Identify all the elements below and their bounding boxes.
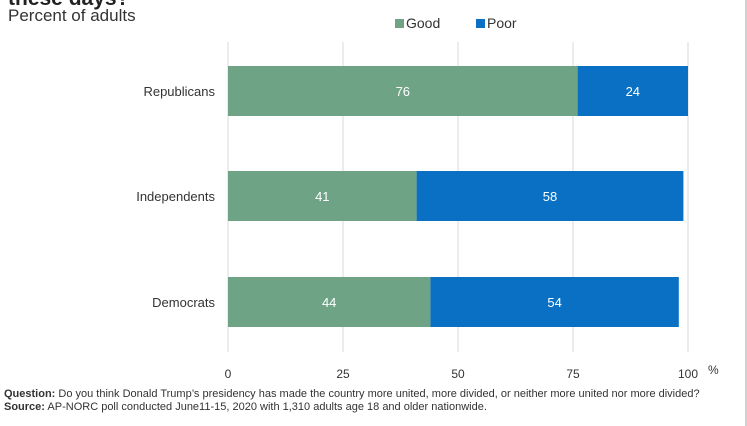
legend-label-good: Good — [406, 15, 440, 31]
bar-value-label: 54 — [547, 295, 561, 310]
legend-swatch-good — [395, 19, 404, 28]
question-label: Question: — [4, 388, 56, 400]
bar-value-label: 24 — [626, 84, 640, 99]
frame-border — [745, 0, 747, 426]
x-tick-label: 75 — [566, 367, 580, 381]
legend-label-poor: Poor — [487, 15, 517, 31]
category-label: Democrats — [152, 295, 215, 310]
bar-poor — [430, 277, 679, 327]
stacked-bar-chart: 0 25 50 75 100 % Good Poor Republicans 76 24 Indepe… — [136, 15, 719, 381]
bar-good — [228, 171, 417, 221]
chart-notes: Question: Do you think Donald Trump’s pr… — [4, 388, 742, 414]
chart-subtitle: Percent of adults — [8, 6, 136, 25]
question-text: Do you think Donald Trump’s presidency h… — [55, 388, 700, 400]
source-text: AP-NORC poll conducted June11-15, 2020 w… — [44, 401, 487, 413]
x-tick-label: 0 — [225, 367, 232, 381]
x-tick-label: 25 — [336, 367, 350, 381]
legend-swatch-poor — [476, 19, 485, 28]
bar-value-label: 58 — [543, 189, 557, 204]
bar-good — [228, 66, 578, 116]
category-label: Independents — [136, 189, 215, 204]
x-tick-label: 50 — [451, 367, 465, 381]
bar-value-label: 76 — [396, 84, 410, 99]
chart-title: these days? — [8, 0, 129, 11]
bar-poor — [577, 66, 688, 116]
bar-value-label: 44 — [322, 295, 336, 310]
bar-poor — [416, 171, 684, 221]
source-label: Source: — [4, 401, 45, 413]
question-note: Question: Do you think Donald Trump’s pr… — [4, 388, 742, 401]
x-tick-label: 100 — [678, 367, 698, 381]
source-note: Source: AP-NORC poll conducted June11-15… — [4, 401, 742, 414]
x-unit-label: % — [708, 363, 719, 377]
bar-value-label: 41 — [315, 189, 329, 204]
bar-good — [228, 277, 431, 327]
category-label: Republicans — [143, 84, 215, 99]
